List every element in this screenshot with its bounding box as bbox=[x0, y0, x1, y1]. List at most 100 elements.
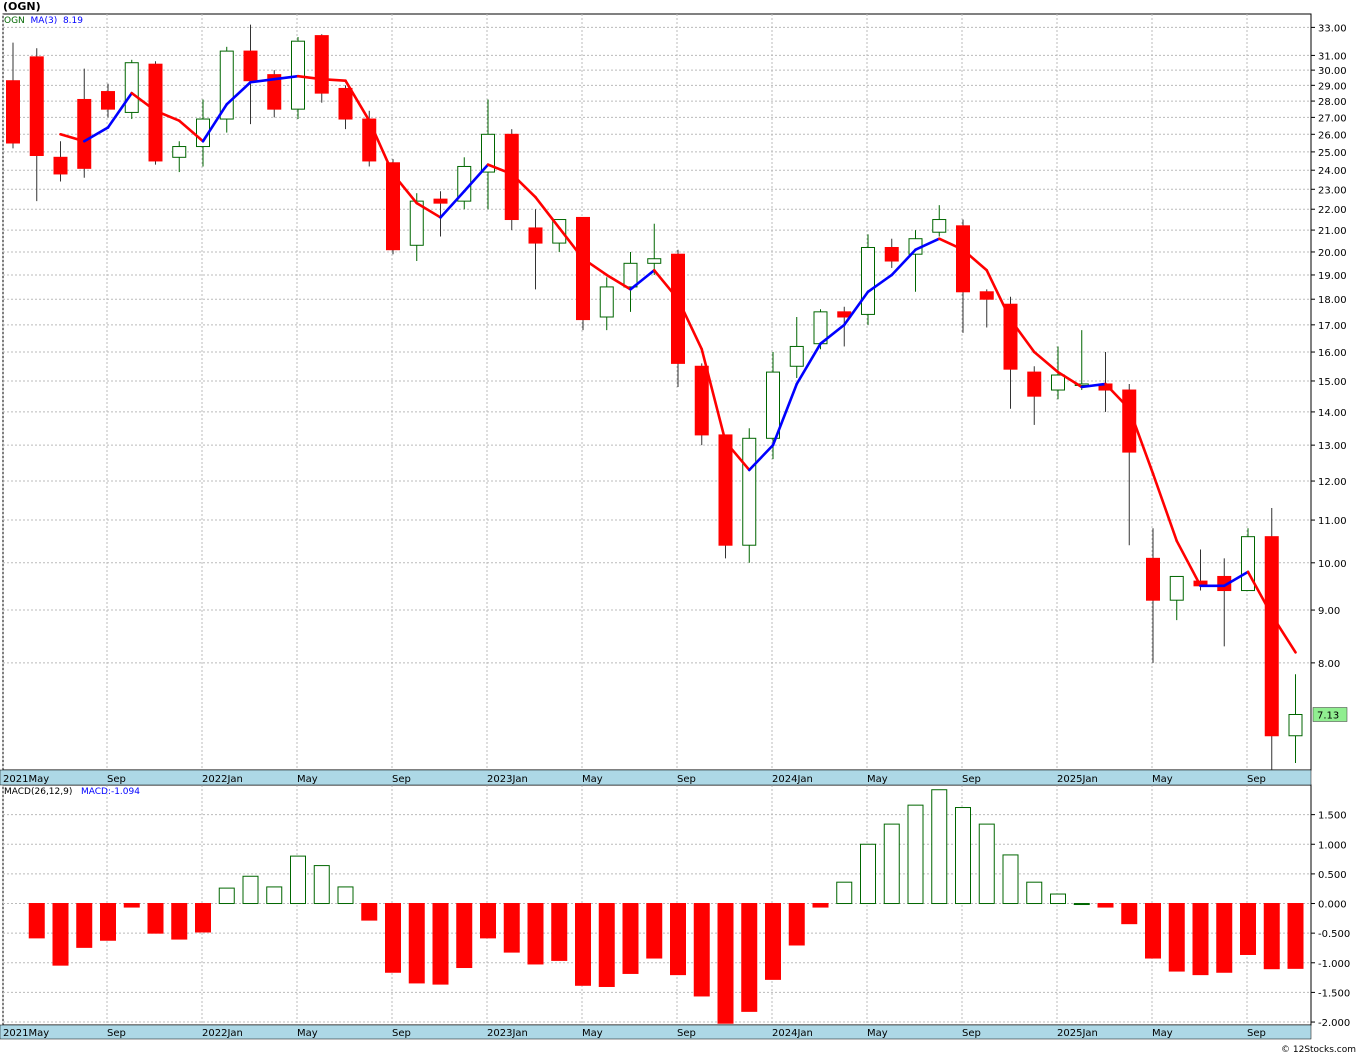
macd-bar bbox=[717, 903, 734, 1024]
ma-line-segment bbox=[771, 382, 799, 447]
date-label: 2022Jan bbox=[202, 774, 243, 785]
candle-body bbox=[1027, 371, 1042, 397]
price-tick-label: 21.00 bbox=[1318, 226, 1347, 237]
candle-body bbox=[314, 35, 329, 94]
price-tick-label: 23.00 bbox=[1318, 185, 1347, 196]
price-tick-label: 30.00 bbox=[1318, 66, 1347, 77]
price-tick-label: 9.00 bbox=[1318, 606, 1340, 617]
price-tick-label: 11.00 bbox=[1318, 516, 1347, 527]
ma-line-segment bbox=[1080, 382, 1107, 389]
candle-body bbox=[481, 133, 495, 173]
macd-bar bbox=[670, 903, 686, 976]
price-legend: OGN MA(3) 8.19 bbox=[4, 16, 83, 26]
ma-line-segment bbox=[1104, 382, 1131, 411]
candle-body bbox=[671, 253, 685, 364]
date-label: Sep bbox=[1247, 774, 1266, 785]
date-label: Sep bbox=[962, 1028, 981, 1039]
macd-bar bbox=[1073, 903, 1090, 906]
date-label: May bbox=[1152, 1028, 1173, 1039]
ma-line-segment bbox=[344, 79, 371, 123]
date-label: Sep bbox=[677, 1028, 696, 1039]
ma-line-segment bbox=[1246, 570, 1274, 617]
ma-line-segment bbox=[106, 91, 134, 129]
price-panel bbox=[2, 13, 1312, 771]
date-label: May bbox=[867, 1028, 888, 1039]
price-tick-label: 28.00 bbox=[1318, 97, 1347, 108]
candle bbox=[932, 205, 947, 237]
macd-bar bbox=[100, 903, 116, 941]
ma-line-segment bbox=[652, 268, 680, 301]
ma-line-segment bbox=[154, 109, 181, 123]
candle-body bbox=[742, 437, 757, 546]
ma-line-segment bbox=[866, 273, 894, 294]
candle-body bbox=[599, 286, 614, 318]
macd-bar bbox=[598, 903, 615, 987]
candle-body bbox=[861, 246, 875, 315]
date-label: Sep bbox=[107, 774, 126, 785]
candle bbox=[53, 141, 68, 182]
price-tick-label: 25.00 bbox=[1318, 148, 1347, 159]
candle-body bbox=[979, 291, 994, 300]
ma-line-segment bbox=[747, 443, 775, 472]
candle-body bbox=[956, 225, 970, 293]
ma-line-segment bbox=[82, 126, 110, 143]
macd-bar bbox=[1240, 903, 1256, 955]
last-price-box bbox=[1312, 707, 1348, 722]
ma-line-segment bbox=[1151, 472, 1179, 543]
macd-bar bbox=[123, 903, 140, 908]
candle bbox=[576, 216, 590, 331]
candle bbox=[766, 352, 780, 460]
ma-line-segment bbox=[937, 237, 965, 252]
candle-body bbox=[694, 365, 709, 436]
price-tick-label: 33.00 bbox=[1318, 23, 1347, 34]
macd-bar bbox=[1050, 893, 1066, 905]
macd-bar bbox=[812, 903, 829, 908]
candle bbox=[528, 209, 543, 290]
candle-body bbox=[932, 219, 947, 233]
date-label: 2021May bbox=[3, 1028, 49, 1039]
candle bbox=[647, 223, 662, 275]
chart-title: (OGN) bbox=[3, 0, 41, 13]
ma-line-segment bbox=[724, 440, 751, 472]
macd-bar bbox=[575, 903, 591, 986]
candle-body bbox=[219, 50, 234, 120]
candle bbox=[1288, 674, 1303, 763]
candle-body bbox=[267, 74, 282, 110]
price-tick-label: 24.00 bbox=[1318, 166, 1347, 177]
ma-line-segment bbox=[676, 297, 704, 351]
candle bbox=[956, 219, 970, 333]
price-tick-label: 16.00 bbox=[1318, 348, 1347, 359]
macd-bar bbox=[527, 903, 544, 965]
copyright-footer: © 12Stocks.com bbox=[1281, 1045, 1356, 1055]
date-label: 2021May bbox=[3, 774, 49, 785]
candle bbox=[338, 85, 353, 130]
price-tick-label: 17.00 bbox=[1318, 321, 1347, 332]
macd-bar bbox=[1026, 881, 1043, 905]
candle bbox=[623, 251, 638, 312]
price-tick-label: 14.00 bbox=[1318, 408, 1347, 419]
date-label: 2024Jan bbox=[772, 774, 813, 785]
candle-body bbox=[1169, 575, 1184, 601]
macd-tick-label: -0.500 bbox=[1318, 929, 1350, 940]
macd-tick-label: -1.000 bbox=[1318, 959, 1350, 970]
candle bbox=[671, 249, 685, 387]
candle-body bbox=[1003, 303, 1018, 370]
macd-bar bbox=[1121, 903, 1138, 925]
macd-bar bbox=[836, 881, 853, 905]
ma-line-segment bbox=[914, 237, 941, 252]
candle bbox=[789, 316, 804, 378]
macd-bar bbox=[361, 903, 378, 921]
macd-bar bbox=[385, 903, 401, 973]
date-label: Sep bbox=[392, 774, 411, 785]
macd-bar bbox=[76, 903, 93, 948]
candle-body bbox=[6, 80, 20, 144]
date-label: 2023Jan bbox=[487, 1028, 528, 1039]
macd-tick-label: 1.500 bbox=[1318, 811, 1347, 822]
ma-line-segment bbox=[59, 133, 86, 143]
macd-bar bbox=[1145, 903, 1161, 959]
date-label: May bbox=[297, 774, 318, 785]
candle bbox=[742, 428, 757, 563]
ma-line-segment bbox=[439, 189, 466, 219]
candle bbox=[243, 24, 258, 125]
